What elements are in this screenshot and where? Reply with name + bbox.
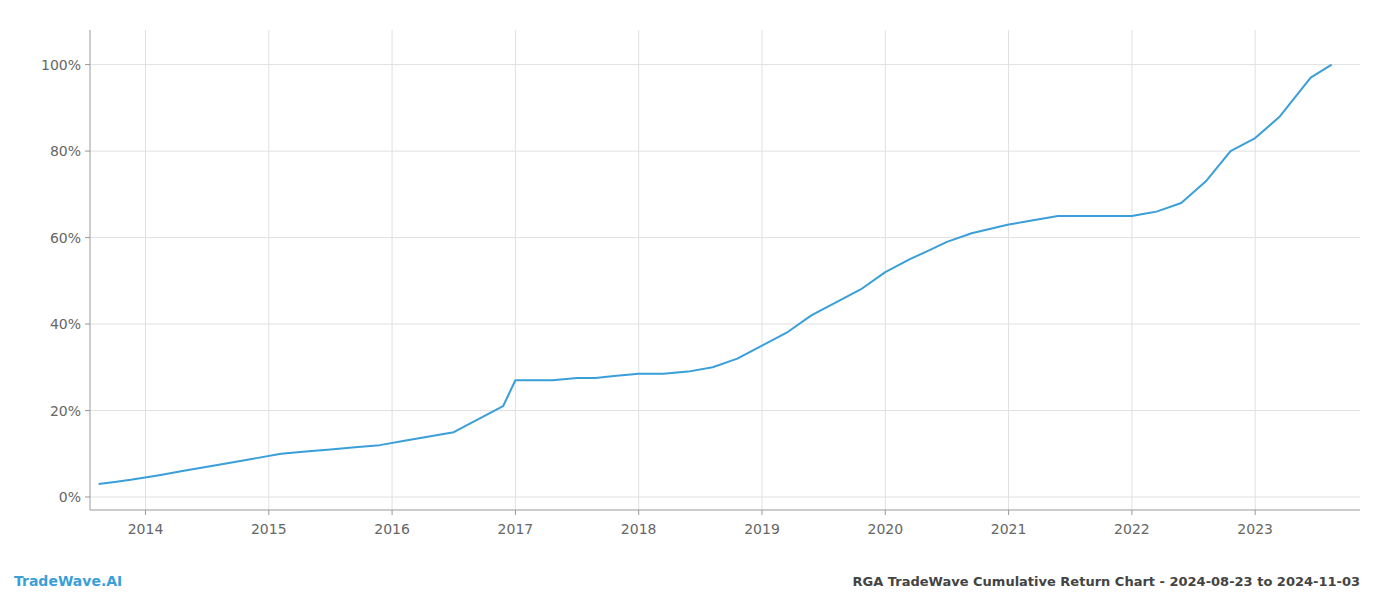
watermark: TradeWave.AI <box>14 573 122 589</box>
x-grid-line <box>761 30 762 510</box>
y-tick <box>85 324 90 325</box>
x-tick <box>392 510 393 515</box>
x-grid-line <box>885 30 886 510</box>
x-tick-label: 2021 <box>991 521 1027 537</box>
x-tick <box>1255 510 1256 515</box>
y-tick <box>85 64 90 65</box>
x-tick-label: 2023 <box>1237 521 1273 537</box>
y-grid-line <box>90 324 1360 325</box>
plot-area <box>99 65 1332 484</box>
x-grid-line <box>1255 30 1256 510</box>
y-tick-label: 40% <box>50 316 81 332</box>
x-tick <box>268 510 269 515</box>
x-tick <box>638 510 639 515</box>
x-tick-label: 2018 <box>621 521 657 537</box>
x-grid-line <box>392 30 393 510</box>
y-axis-line <box>90 30 91 510</box>
y-grid-line <box>90 64 1360 65</box>
x-tick <box>1008 510 1009 515</box>
chart: 2014 2015 2016 2017 2018 2019 2020 2021 2022 2023… <box>0 0 1400 600</box>
grid <box>90 30 1360 510</box>
x-grid-line <box>145 30 146 510</box>
y-grid-line <box>90 237 1360 238</box>
x-tick <box>885 510 886 515</box>
x-tick-label: 2022 <box>1114 521 1150 537</box>
axes: 2014 2015 2016 2017 2018 2019 2020 2021 2022 2023… <box>41 30 1360 537</box>
x-grid-line <box>1131 30 1132 510</box>
x-tick-label: 2020 <box>867 521 903 537</box>
y-grid-line <box>90 497 1360 498</box>
x-tick-label: 2017 <box>498 521 534 537</box>
y-grid-line <box>90 410 1360 411</box>
y-tick-label: 60% <box>50 230 81 246</box>
y-tick-label: 20% <box>50 403 81 419</box>
return-line <box>99 65 1332 484</box>
y-tick <box>85 237 90 238</box>
y-grid-line <box>90 151 1360 152</box>
x-tick <box>145 510 146 515</box>
y-tick <box>85 151 90 152</box>
x-tick-label: 2019 <box>744 521 780 537</box>
title: RGA TradeWave Cumulative Return Chart - … <box>853 574 1360 589</box>
x-axis-line <box>90 510 1360 511</box>
x-grid-line <box>515 30 516 510</box>
x-tick <box>761 510 762 515</box>
x-grid-line <box>268 30 269 510</box>
x-tick <box>1131 510 1132 515</box>
y-tick-label: 100% <box>41 57 81 73</box>
x-tick-label: 2016 <box>374 521 410 537</box>
y-tick <box>85 497 90 498</box>
x-grid-line <box>1008 30 1009 510</box>
y-tick <box>85 410 90 411</box>
x-grid-line <box>638 30 639 510</box>
y-tick-label: 0% <box>59 489 81 505</box>
x-tick <box>515 510 516 515</box>
y-tick-label: 80% <box>50 143 81 159</box>
x-tick-label: 2015 <box>251 521 287 537</box>
x-tick-label: 2014 <box>128 521 164 537</box>
